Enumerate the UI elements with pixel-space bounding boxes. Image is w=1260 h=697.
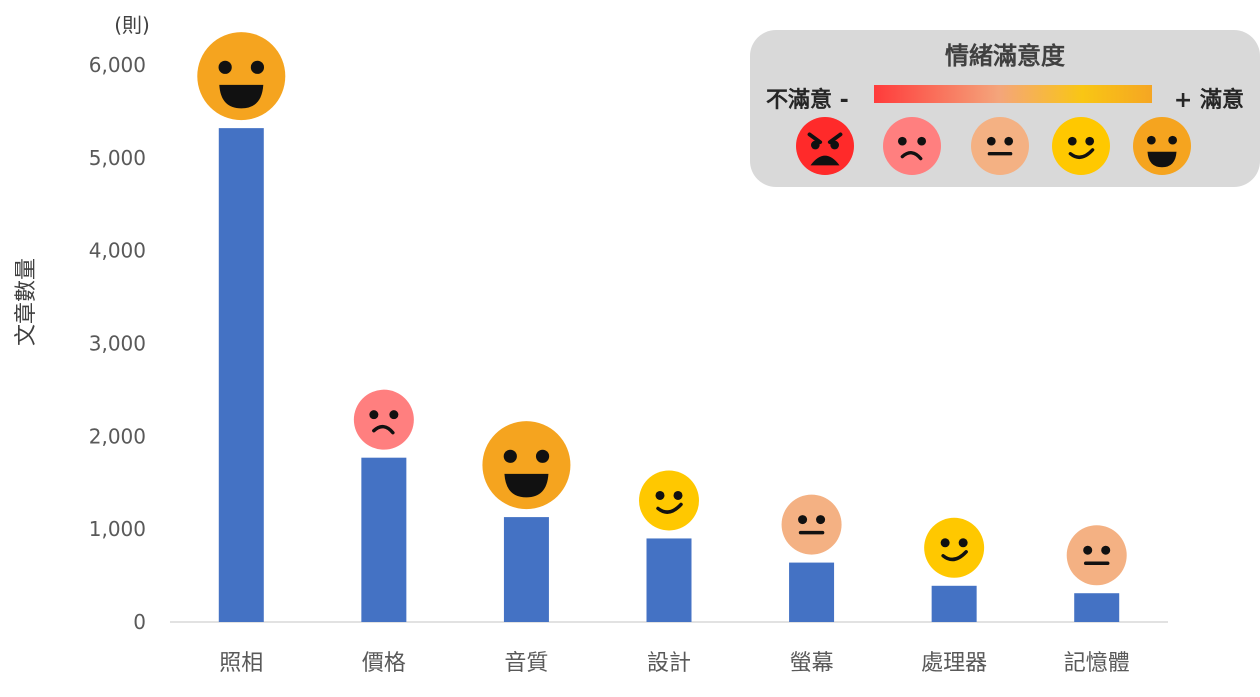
x-tick-label: 價格 bbox=[362, 651, 406, 676]
bar bbox=[646, 538, 692, 622]
x-tick-label: 處理器 bbox=[921, 651, 987, 676]
bar bbox=[218, 128, 264, 623]
bar bbox=[789, 562, 835, 622]
y-axis-title: 文章數量 bbox=[14, 258, 39, 346]
legend-title: 情緒滿意度 bbox=[945, 42, 1065, 70]
bar bbox=[1074, 593, 1120, 622]
bars-group bbox=[218, 128, 1120, 623]
neutral-face-icon bbox=[1066, 525, 1127, 586]
y-tick-label: 4,000 bbox=[89, 239, 146, 263]
legend-faces bbox=[796, 117, 1191, 175]
very-happy-face-icon bbox=[1133, 117, 1191, 175]
angry-face-icon bbox=[796, 117, 854, 175]
sad-face-icon bbox=[353, 389, 414, 450]
x-tick-label: 設計 bbox=[647, 651, 691, 676]
y-tick-label: 0 bbox=[133, 610, 146, 634]
y-tick-label: 1,000 bbox=[89, 517, 146, 541]
legend-gradient-bar bbox=[874, 85, 1152, 103]
smile-face-icon bbox=[924, 517, 985, 578]
bar bbox=[931, 585, 977, 622]
y-tick-label: 6,000 bbox=[89, 53, 146, 77]
smile-face-icon bbox=[1052, 117, 1110, 175]
sentiment-faces-group bbox=[197, 32, 1127, 586]
bar bbox=[503, 517, 549, 622]
legend-low-label: 不滿意 - bbox=[766, 88, 849, 113]
very-happy-face-icon bbox=[482, 421, 571, 510]
y-tick-label: 3,000 bbox=[89, 332, 146, 356]
sad-face-icon bbox=[883, 117, 941, 175]
very-happy-face-icon bbox=[197, 32, 286, 121]
x-tick-label: 記憶體 bbox=[1064, 651, 1130, 676]
legend-high-label: + 滿意 bbox=[1173, 88, 1244, 113]
y-axis-ticks: 0 1,000 2,000 3,000 4,000 5,000 6,000 bbox=[89, 53, 146, 634]
smile-face-icon bbox=[639, 470, 699, 531]
sentiment-legend: 情緒滿意度 不滿意 - + 滿意 bbox=[750, 30, 1260, 187]
y-unit-label: (則) bbox=[114, 13, 150, 37]
y-tick-label: 2,000 bbox=[89, 424, 146, 448]
x-axis-categories: 照相 價格 音質 設計 螢幕 處理器 記憶體 bbox=[219, 651, 1129, 676]
x-tick-label: 螢幕 bbox=[790, 651, 834, 676]
y-tick-label: 5,000 bbox=[89, 146, 146, 170]
x-tick-label: 音質 bbox=[504, 651, 548, 676]
neutral-face-icon bbox=[781, 494, 842, 555]
bar bbox=[361, 457, 407, 622]
neutral-face-icon bbox=[971, 117, 1029, 175]
x-tick-label: 照相 bbox=[219, 651, 263, 676]
